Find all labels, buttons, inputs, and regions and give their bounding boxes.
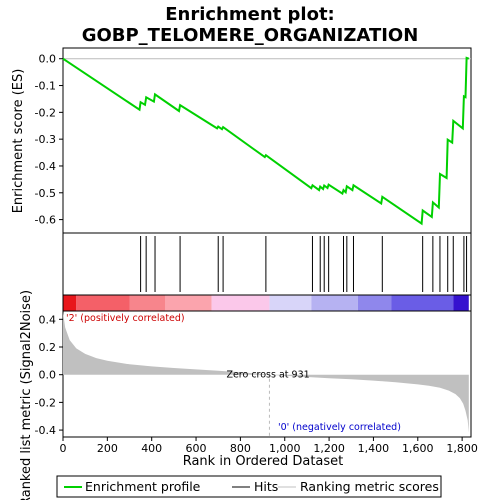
x-tick-label: 1,600 (402, 442, 434, 455)
es-tick-label: -0.5 (35, 187, 56, 200)
negative-correlation-label: '0' (negatively correlated) (278, 422, 401, 433)
gradient-segment (76, 295, 130, 311)
chart-title-line2: GOBP_TELOMERE_ORGANIZATION (82, 25, 419, 46)
enrichment-profile-line (62, 56, 470, 226)
metric-tick-label: -0.4 (35, 424, 56, 437)
es-tick-label: -0.1 (35, 80, 56, 93)
x-tick-label: 1,200 (313, 442, 345, 455)
gradient-segment (391, 295, 454, 311)
es-panel: 0.0 -0.1 -0.2 -0.3 -0.4 -0.5 -0.6 (35, 47, 472, 234)
legend-hits-label: Hits (254, 479, 278, 494)
x-tick-label: 800 (230, 442, 251, 455)
legend-es-label: Enrichment profile (85, 479, 201, 494)
metric-tick-label: -0.2 (35, 396, 56, 409)
gradient-segments (63, 295, 469, 311)
es-tick-label: -0.4 (35, 160, 56, 173)
x-tick-label: 1,000 (269, 442, 301, 455)
gradient-segment (269, 295, 312, 311)
x-tick-label: 600 (186, 442, 207, 455)
gradient-segment (211, 295, 270, 311)
chart-legend: Enrichment profile Hits Ranking metric s… (56, 475, 442, 498)
chart-title-line1: Enrichment plot: (165, 4, 335, 25)
gradient-segment (63, 295, 77, 311)
x-tick-label: 0 (60, 442, 67, 455)
hits-panel (62, 232, 472, 296)
es-tick-label: 0.0 (39, 53, 57, 66)
x-tick-label: 1,800 (446, 442, 478, 455)
zero-cross-label: Zero cross at 931 (226, 370, 309, 381)
es-tick-label: -0.2 (35, 106, 56, 119)
metric-tick-label: 0.2 (39, 341, 57, 354)
ranking-metric-area (63, 312, 469, 433)
hits-panel-frame (62, 232, 472, 296)
metric-panel: '2' (positively correlated) '0' (negativ… (35, 310, 478, 455)
metric-tick-label: 0.4 (39, 313, 57, 326)
es-tick-label: -0.3 (35, 133, 56, 146)
es-panel-frame (62, 47, 472, 234)
hit-markers (140, 236, 468, 292)
legend-metric-label: Ranking metric scores (300, 479, 439, 494)
es-tick-label: -0.6 (35, 214, 56, 227)
es-axis: 0.0 -0.1 -0.2 -0.3 -0.4 -0.5 -0.6 (35, 53, 471, 227)
x-tick-label: 1,400 (358, 442, 390, 455)
x-tick-label: 400 (141, 442, 162, 455)
gradient-segment (165, 295, 212, 311)
x-tick-label: 200 (97, 442, 118, 455)
gradient-segment (129, 295, 165, 311)
metric-axis-title: Ranked list metric (Signal2Noise) (19, 290, 34, 500)
es-axis-title: Enrichment score (ES) (11, 69, 26, 214)
x-axis: 0 200 400 600 800 1,000 1,200 1,400 1,600 1,800 (60, 437, 478, 455)
ranking-gradient-bar (62, 294, 472, 312)
metric-tick-label: 0.0 (39, 369, 57, 382)
metric-axis: 0.4 0.2 0.0 -0.2 -0.4 (35, 313, 63, 437)
x-axis-title: Rank in Ordered Dataset (183, 454, 344, 469)
positive-correlation-label: '2' (positively correlated) (66, 313, 185, 324)
gradient-segment (357, 295, 392, 311)
gradient-segment (311, 295, 358, 311)
gradient-segment (453, 295, 469, 311)
